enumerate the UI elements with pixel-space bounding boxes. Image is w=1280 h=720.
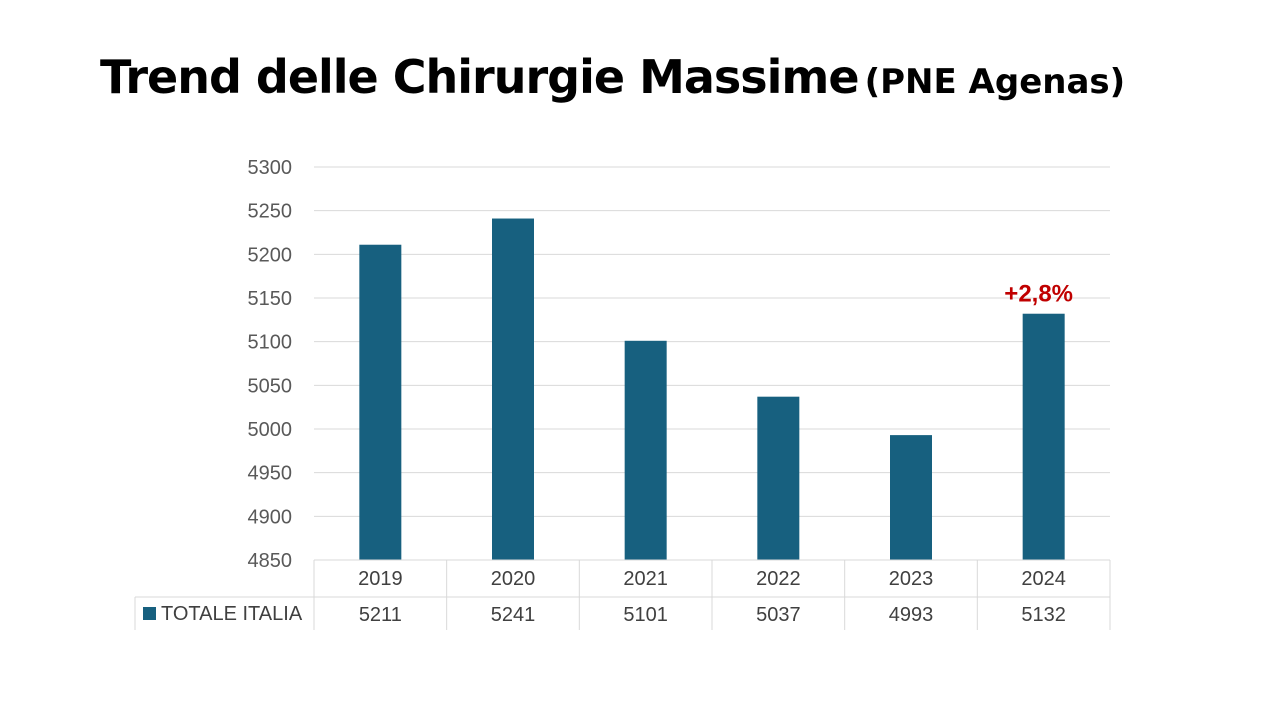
data-table-value: 5211 [359,604,402,626]
y-tick-label: 4850 [248,550,293,572]
y-tick-label: 5050 [248,375,293,397]
bar [624,340,667,560]
y-tick-label: 5200 [248,244,293,266]
y-tick-label: 4950 [248,463,293,485]
data-table-value: 4993 [889,604,934,626]
x-tick-label: 2024 [1021,568,1066,590]
title-sub: (PNE Agenas) [864,62,1126,102]
bar-annotation: +2,8% [1004,281,1073,308]
x-tick-label: 2020 [491,568,536,590]
y-tick-label: 5300 [248,157,293,179]
x-tick-label: 2022 [756,568,801,590]
bar [492,218,534,560]
y-tick-label: 4900 [248,506,293,528]
bar [1022,313,1065,560]
data-table-value: 5132 [1021,604,1066,626]
data-table-value: 5101 [623,604,668,626]
y-tick-label: 5100 [248,332,293,354]
y-tick-label: 5250 [248,201,293,223]
data-table-value: 5037 [756,604,801,626]
legend-swatch [143,607,156,620]
y-tick-label: 5000 [248,419,293,441]
bar [890,435,932,560]
title-main: Trend delle Chirurgie Massime [100,50,860,104]
x-tick-label: 2023 [889,568,934,590]
x-tick-label: 2019 [358,568,403,590]
legend-label: TOTALE ITALIA [161,603,303,625]
bar [757,396,800,560]
data-table-value: 5241 [491,604,536,626]
bar [359,244,402,560]
y-tick-label: 5150 [248,288,293,310]
chart-title: Trend delle Chirurgie Massime (PNE Agenas… [100,50,1125,104]
x-tick-label: 2021 [623,568,668,590]
